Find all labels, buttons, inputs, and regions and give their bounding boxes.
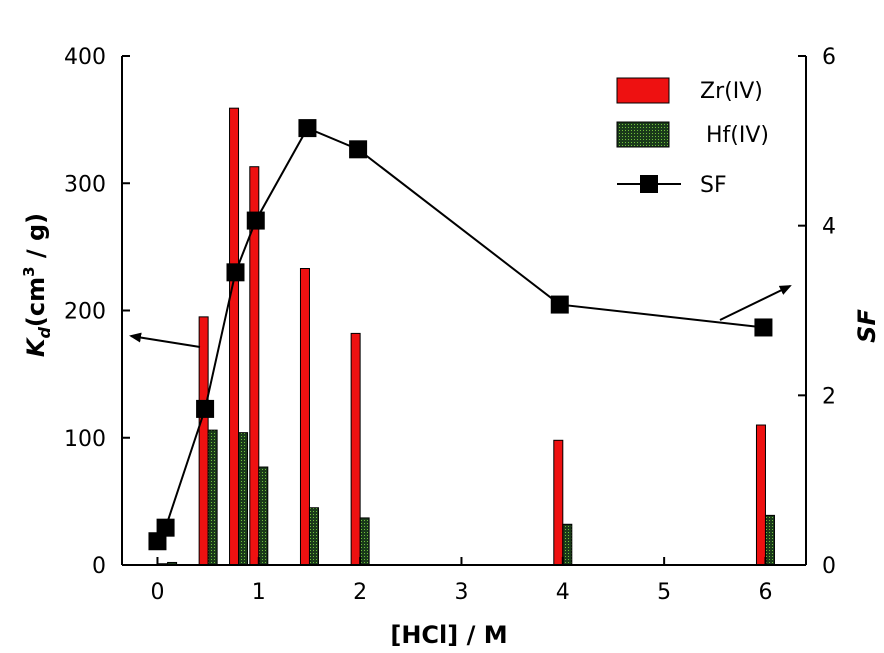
sf-point (148, 532, 167, 551)
y-right-tick-label: 0 (822, 554, 836, 579)
hf-bar (308, 507, 319, 566)
x-axis-title: [HCl] / M (390, 621, 507, 649)
x-tick-label: 2 (353, 580, 367, 605)
x-tick-label: 5 (657, 580, 671, 605)
sf-point (550, 295, 569, 314)
y-right-tick-label: 2 (822, 384, 836, 409)
sf-line (156, 126, 764, 542)
y-left-tick-label: 300 (64, 172, 106, 197)
legend-marker-sf (640, 175, 658, 193)
zr-bar (755, 424, 766, 566)
plot-area: 0 1 2 3 4 5 6 0 100 200 300 400 0 2 4 6 [HCl] / M Kd(cm3 … (20, 45, 881, 649)
x-tick-label: 6 (758, 580, 772, 605)
hf-bar (258, 466, 269, 566)
x-tick-label: 4 (556, 580, 570, 605)
zr-bar (553, 439, 564, 566)
sf-point (349, 140, 368, 159)
zr-bar (299, 268, 310, 566)
sf-point (226, 263, 245, 282)
y-right-tick-label: 6 (822, 45, 836, 70)
x-tick-label: 1 (252, 580, 266, 605)
y-axis-title-left: Kd(cm3 / g) (20, 213, 54, 357)
y-left-tick-label: 100 (64, 427, 106, 452)
zr-bar (198, 316, 209, 566)
x-tick-label: 3 (454, 580, 468, 605)
legend-label-sf: SF (700, 173, 727, 198)
zr-bar (229, 107, 240, 566)
x-tick-label: 0 (150, 580, 164, 605)
y-left-tick-label: 400 (64, 45, 106, 70)
left-axis-arrow (129, 332, 201, 348)
hf-bar (562, 523, 573, 566)
y-left-tick-label: 0 (92, 554, 106, 579)
legend-swatch-zr (616, 77, 670, 104)
hf-bar (764, 514, 775, 566)
y-right-tick-label: 4 (822, 215, 836, 240)
hf-bar (238, 432, 249, 566)
sf-point (246, 211, 265, 230)
right-axis-arrow (719, 285, 792, 321)
legend-swatch-hf (616, 121, 670, 148)
y-left-tick-label: 200 (64, 300, 106, 325)
sf-point (156, 518, 175, 537)
sf-point (754, 318, 773, 337)
sf-point (298, 119, 317, 138)
legend-label-hf: Hf(IV) (706, 123, 769, 148)
hf-bar (359, 517, 370, 566)
legend: Zr(IV) Hf(IV) SF (616, 77, 769, 198)
sf-point (196, 399, 215, 418)
hf-bar (207, 429, 218, 566)
y-axis-title-right: SF (853, 309, 881, 343)
zr-bar (350, 332, 361, 566)
legend-label-zr: Zr(IV) (700, 79, 763, 104)
